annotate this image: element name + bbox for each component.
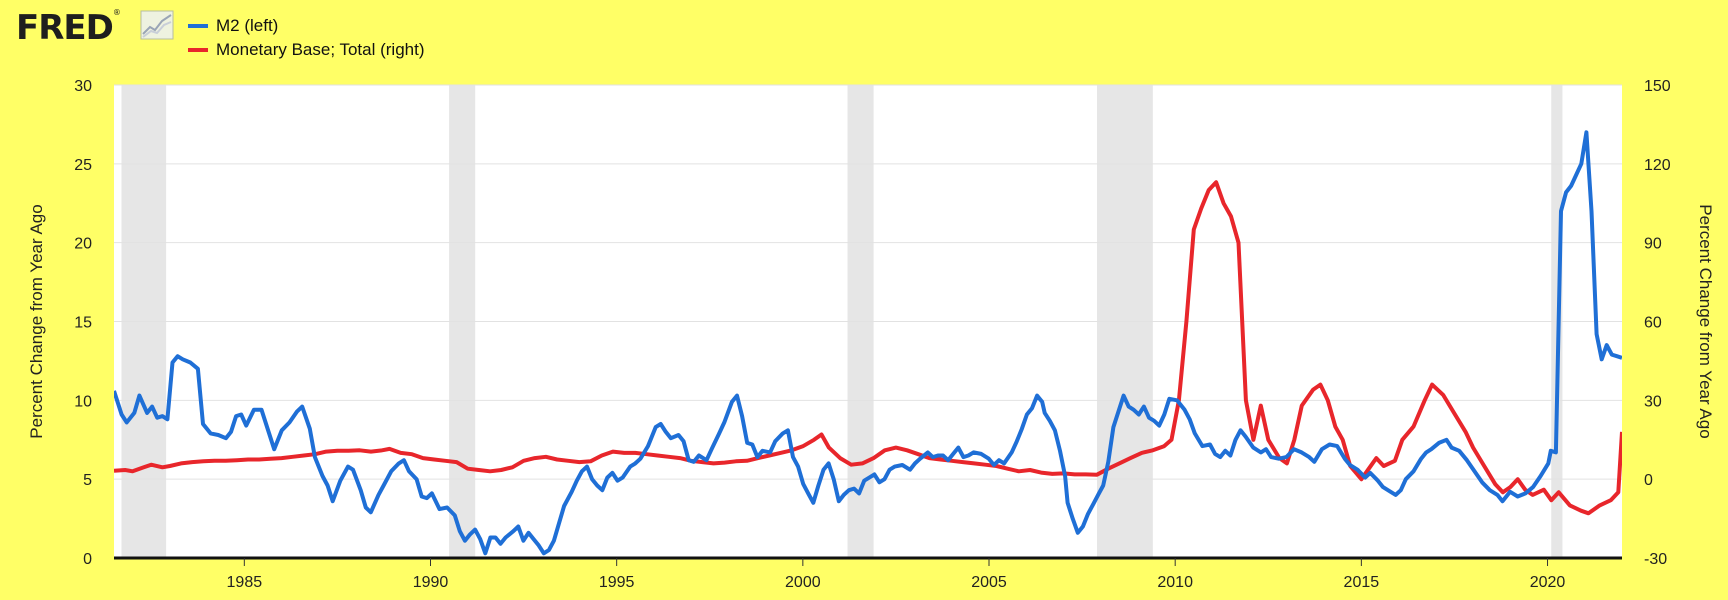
series-lines	[114, 130, 1622, 556]
left-y-tick-label: 10	[74, 393, 92, 410]
legend-swatch-m2	[188, 24, 208, 28]
x-tick-label: 1985	[227, 574, 263, 591]
x-tick-label: 2005	[971, 574, 1007, 591]
right-y-tick-label: 150	[1644, 78, 1671, 95]
logo-text: FRED	[16, 8, 114, 48]
x-tick-label: 1995	[599, 574, 635, 591]
x-tick-label: 2020	[1530, 574, 1566, 591]
right-y-tick-label: 90	[1644, 236, 1662, 253]
legend-item-monetary-base[interactable]: Monetary Base; Total (right)	[188, 38, 425, 62]
fred-logo[interactable]: FRED®	[16, 8, 121, 48]
legend-label-monetary-base: Monetary Base; Total (right)	[216, 40, 425, 59]
x-tick-label: 2015	[1344, 574, 1380, 591]
chart-header: FRED® M2 (left) Monetary Base; Total (ri…	[0, 0, 1728, 70]
left-y-tick-label: 30	[74, 78, 92, 95]
x-tick-label: 2000	[785, 574, 821, 591]
series-line-m2[interactable]	[114, 130, 1622, 556]
right-y-axis-ticks: -30 0 30 60 90 120 150	[1644, 78, 1671, 568]
chart-legend: M2 (left) Monetary Base; Total (right)	[188, 14, 425, 62]
right-y-tick-label: 30	[1644, 393, 1662, 410]
legend-item-m2[interactable]: M2 (left)	[188, 14, 425, 38]
line-chart-icon	[140, 10, 174, 40]
logo-registered-mark: ®	[112, 8, 121, 17]
left-y-tick-label: 5	[83, 472, 92, 489]
legend-swatch-monetary-base	[188, 48, 208, 52]
right-y-tick-label: -30	[1644, 551, 1667, 568]
legend-label-m2: M2 (left)	[216, 16, 279, 35]
left-y-tick-label: 20	[74, 236, 92, 253]
right-y-tick-label: 60	[1644, 315, 1662, 332]
x-tick-label: 2010	[1157, 574, 1193, 591]
x-axis-ticks: 1985 1990 1995 2000 2005 2010 2015 2020	[227, 558, 1566, 591]
series-line-monetary-base[interactable]	[114, 180, 1622, 516]
right-y-axis-title: Percent Change from Year Ago	[1696, 204, 1715, 438]
left-y-axis-ticks: 0 5 10 15 20 25 30	[74, 78, 92, 568]
x-tick-label: 1990	[413, 574, 449, 591]
left-y-tick-label: 0	[83, 551, 92, 568]
left-y-tick-label: 25	[74, 157, 92, 174]
right-y-tick-label: 120	[1644, 157, 1671, 174]
left-y-tick-label: 15	[74, 315, 92, 332]
left-y-axis-title: Percent Change from Year Ago	[27, 204, 46, 438]
right-y-tick-label: 0	[1644, 472, 1653, 489]
